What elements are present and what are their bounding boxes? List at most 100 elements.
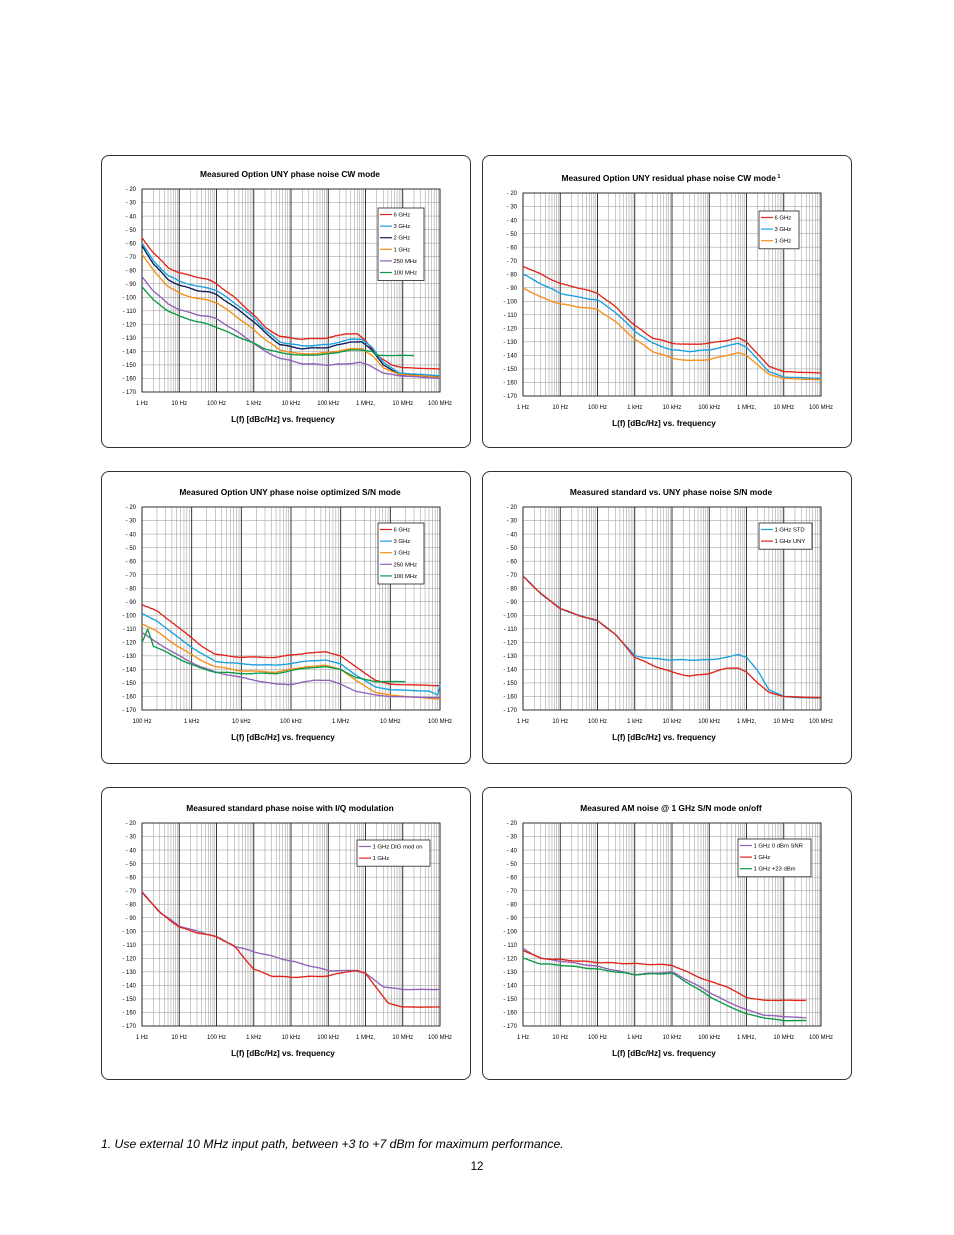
x-tick-label: 100 Hz — [207, 1035, 226, 1041]
y-tick-label: - 130 — [503, 340, 517, 346]
y-tick-label: - 120 — [503, 327, 517, 333]
x-tick-label: 100 MHz — [428, 401, 452, 407]
y-tick-label: - 30 — [126, 519, 137, 525]
y-tick-label: - 140 — [122, 350, 136, 356]
y-tick-label: - 170 — [122, 1024, 136, 1030]
y-tick-label: - 120 — [122, 323, 136, 329]
legend-label: 6 GHz — [394, 528, 411, 534]
series-line-1-ghz — [522, 949, 807, 1002]
y-tick-label: - 100 — [503, 613, 517, 619]
series-line-1-ghz — [141, 891, 441, 1008]
x-tick-label: 10 kHz — [232, 719, 251, 725]
legend-label: 100 MHz — [394, 271, 418, 277]
series-line-1-ghz-0-dbm-snr — [522, 948, 807, 1019]
y-tick-label: - 40 — [507, 532, 518, 538]
x-tick-label: 100 MHz — [809, 1035, 833, 1041]
y-tick-label: - 90 — [507, 600, 518, 606]
y-tick-label: - 160 — [503, 695, 517, 701]
legend-label: 1 GHz STD — [775, 528, 805, 534]
x-tick-label: 100 Hz — [588, 1035, 607, 1041]
legend-label: 1 GHz — [775, 239, 792, 245]
y-tick-label: - 170 — [122, 390, 136, 396]
x-tick-label: 100 Hz — [132, 719, 151, 725]
legend-label: 1 GHz — [373, 856, 390, 862]
y-tick-label: - 40 — [507, 218, 518, 224]
plot-frame — [141, 506, 441, 711]
y-tick-label: - 30 — [507, 519, 518, 525]
y-tick-label: - 40 — [507, 848, 518, 854]
x-tick-label: 1 MHz, — [737, 405, 756, 411]
y-tick-label: - 170 — [503, 708, 517, 714]
plot-frame — [522, 506, 822, 711]
legend-label: 2 GHz — [394, 236, 411, 242]
x-axis-label: L(f) [dBc/Hz] vs. frequency — [231, 1049, 335, 1058]
y-tick-label: - 80 — [507, 586, 518, 592]
y-tick-label: - 30 — [126, 201, 137, 207]
y-tick-label: - 90 — [126, 600, 137, 606]
x-tick-label: 1 kHz — [627, 405, 642, 411]
y-tick-label: - 130 — [122, 654, 136, 660]
y-tick-label: - 110 — [504, 943, 518, 949]
legend-label: 250 MHz — [394, 259, 418, 265]
chart-title: Measured standard vs. UNY phase noise S/… — [570, 487, 773, 497]
y-tick-label: - 70 — [126, 889, 137, 895]
series-line-6-ghz — [141, 237, 441, 370]
y-tick-label: - 20 — [126, 821, 137, 827]
x-tick-label: 1 MHz, — [737, 719, 756, 725]
series-line-250-mhz — [141, 276, 441, 380]
x-tick-label: 100 Hz — [207, 401, 226, 407]
y-tick-label: - 110 — [504, 627, 518, 633]
series-line-3-ghz — [522, 273, 822, 380]
y-tick-label: - 80 — [126, 902, 137, 908]
x-tick-label: 100 Hz — [588, 405, 607, 411]
series-line-6-ghz — [522, 265, 822, 374]
chart-title: Measured Option UNY phase noise CW mode — [200, 169, 380, 179]
x-tick-label: 1 kHz — [246, 401, 261, 407]
y-tick-label: - 150 — [122, 997, 136, 1003]
series-line-100-mhz — [141, 286, 415, 357]
series-line-3-ghz — [141, 613, 441, 696]
x-tick-label: 100 MHz — [428, 719, 452, 725]
y-tick-label: - 70 — [126, 255, 137, 261]
x-tick-label: 100 MHz — [809, 405, 833, 411]
y-tick-label: - 100 — [122, 295, 136, 301]
y-tick-label: - 120 — [122, 957, 136, 963]
y-tick-label: - 130 — [122, 336, 136, 342]
legend-box — [377, 522, 425, 585]
series-line-1-ghz-dig-mod-on — [141, 891, 441, 991]
chart-panel-uny-optimized-sn-mode: Measured Option UNY phase noise optimize… — [101, 471, 471, 764]
y-tick-label: - 30 — [507, 835, 518, 841]
chart-title: Measured Option UNY phase noise optimize… — [179, 487, 401, 497]
y-tick-label: - 100 — [122, 929, 136, 935]
x-tick-label: 1 kHz — [184, 719, 199, 725]
x-axis-label: L(f) [dBc/Hz] vs. frequency — [612, 733, 716, 742]
legend-label: 1 GHz UNY — [775, 539, 806, 545]
x-tick-label: 10 MHz — [392, 1035, 413, 1041]
y-tick-label: - 110 — [504, 313, 518, 319]
x-tick-label: 10 kHz — [663, 719, 682, 725]
y-tick-label: - 70 — [507, 573, 518, 579]
y-tick-label: - 160 — [122, 1011, 136, 1017]
series-line-1-ghz-uny — [522, 575, 822, 699]
x-tick-label: 100 Hz — [588, 719, 607, 725]
page-number: 12 — [470, 1161, 484, 1173]
x-axis-label: L(f) [dBc/Hz] vs. frequency — [231, 415, 335, 424]
y-tick-label: - 80 — [507, 272, 518, 278]
x-tick-label: 10 Hz — [552, 405, 568, 411]
legend-label: 1 GHz — [394, 551, 411, 557]
x-axis-label: L(f) [dBc/Hz] vs. frequency — [612, 419, 716, 428]
y-tick-label: - 30 — [126, 835, 137, 841]
y-tick-label: - 110 — [123, 627, 137, 633]
x-tick-label: 1 MHz, — [356, 401, 375, 407]
chart-panel-am-noise: Measured AM noise @ 1 GHz S/N mode on/of… — [482, 787, 852, 1080]
y-tick-label: - 80 — [126, 268, 137, 274]
chart-panel-standard-iq-modulation: Measured standard phase noise with I/Q m… — [101, 787, 471, 1080]
legend-box — [356, 839, 431, 867]
y-tick-label: - 90 — [507, 286, 518, 292]
legend-label: 1 GHz — [754, 855, 771, 861]
chart-svg: Measured AM noise @ 1 GHz S/N mode on/of… — [503, 803, 833, 1058]
y-tick-label: - 60 — [507, 245, 518, 251]
legend-label: 1 GHz DIG mod on — [373, 845, 423, 851]
x-tick-label: 1 Hz — [136, 401, 148, 407]
x-tick-label: 10 kHz — [282, 401, 301, 407]
